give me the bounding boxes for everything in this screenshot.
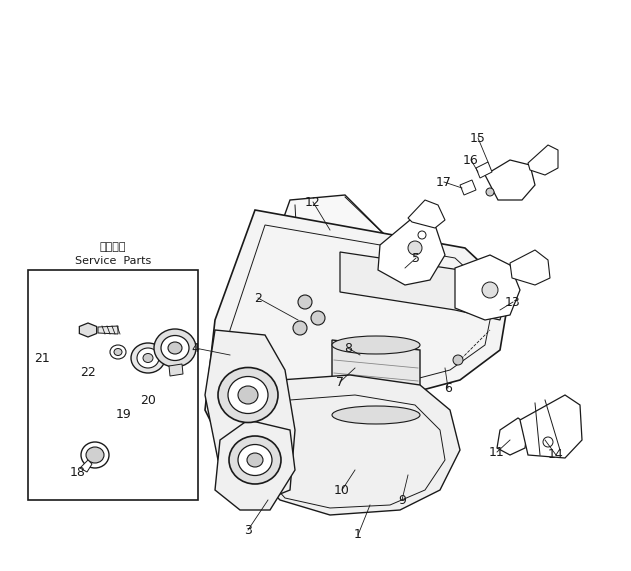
Text: 1: 1: [354, 529, 362, 541]
Text: 補紙專用: 補紙專用: [100, 242, 126, 252]
Polygon shape: [218, 225, 495, 418]
Ellipse shape: [114, 348, 122, 356]
Polygon shape: [528, 145, 558, 175]
Polygon shape: [245, 375, 460, 515]
Text: 17: 17: [436, 175, 452, 188]
Text: 13: 13: [505, 296, 521, 308]
Text: 6: 6: [444, 381, 452, 395]
Ellipse shape: [137, 348, 159, 368]
Ellipse shape: [228, 376, 268, 413]
Polygon shape: [80, 460, 92, 472]
Circle shape: [543, 437, 553, 447]
Text: 8: 8: [344, 341, 352, 355]
Text: 22: 22: [80, 365, 96, 379]
Text: 21: 21: [34, 352, 50, 364]
Circle shape: [408, 241, 422, 255]
Polygon shape: [378, 220, 445, 285]
Ellipse shape: [154, 329, 196, 367]
Text: 5: 5: [412, 251, 420, 264]
Circle shape: [311, 311, 325, 325]
Ellipse shape: [131, 343, 165, 373]
Polygon shape: [169, 364, 183, 376]
Text: 4: 4: [191, 341, 199, 355]
Text: 9: 9: [398, 493, 406, 506]
Polygon shape: [408, 200, 445, 228]
Polygon shape: [510, 250, 550, 285]
Text: 18: 18: [70, 465, 86, 478]
Polygon shape: [265, 195, 390, 310]
Ellipse shape: [332, 406, 420, 424]
Text: 16: 16: [463, 154, 479, 167]
Ellipse shape: [218, 368, 278, 423]
Text: 7: 7: [336, 376, 344, 388]
Polygon shape: [460, 180, 476, 195]
Polygon shape: [98, 326, 118, 334]
Text: 19: 19: [116, 408, 132, 421]
Polygon shape: [205, 210, 510, 430]
Ellipse shape: [229, 436, 281, 484]
Polygon shape: [332, 340, 420, 420]
Circle shape: [418, 231, 426, 239]
Ellipse shape: [238, 444, 272, 476]
Text: 20: 20: [140, 393, 156, 407]
Text: 11: 11: [489, 445, 505, 459]
Polygon shape: [205, 330, 295, 500]
Ellipse shape: [332, 336, 420, 354]
Bar: [28, 270, 198, 500]
Ellipse shape: [161, 336, 189, 360]
Ellipse shape: [81, 442, 109, 468]
Circle shape: [482, 282, 498, 298]
Text: 3: 3: [244, 524, 252, 537]
Text: 15: 15: [470, 131, 486, 144]
Ellipse shape: [168, 342, 182, 354]
Ellipse shape: [86, 447, 104, 463]
Text: Service  Parts: Service Parts: [75, 256, 151, 266]
Polygon shape: [520, 395, 582, 458]
Text: 2: 2: [254, 292, 262, 304]
Ellipse shape: [247, 453, 263, 467]
Ellipse shape: [143, 353, 153, 363]
Ellipse shape: [110, 345, 126, 359]
Text: 14: 14: [548, 448, 564, 461]
Text: 10: 10: [334, 484, 350, 497]
Ellipse shape: [238, 386, 258, 404]
Polygon shape: [255, 395, 445, 508]
Polygon shape: [476, 162, 492, 178]
Polygon shape: [497, 418, 528, 455]
Polygon shape: [340, 252, 505, 320]
Circle shape: [293, 321, 307, 335]
Circle shape: [453, 355, 463, 365]
Text: 12: 12: [305, 195, 321, 208]
Polygon shape: [485, 160, 535, 200]
Polygon shape: [455, 255, 520, 320]
Circle shape: [486, 188, 494, 196]
Polygon shape: [80, 323, 97, 337]
Polygon shape: [215, 420, 295, 510]
Circle shape: [298, 295, 312, 309]
